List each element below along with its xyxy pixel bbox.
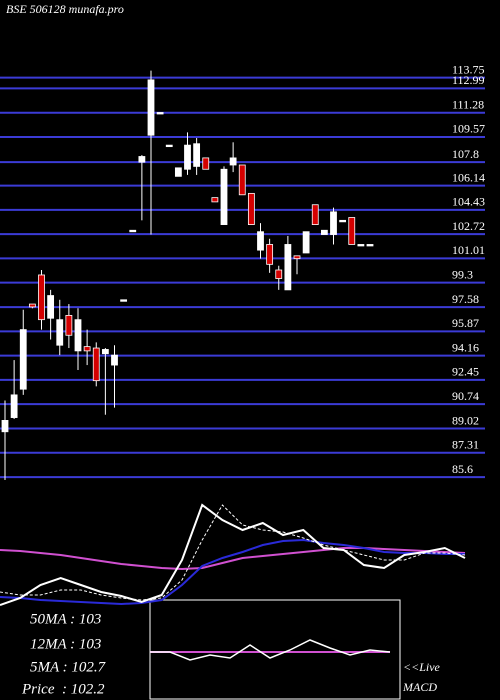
candle-body [311, 204, 319, 225]
candle-body [330, 211, 337, 235]
y-tick-label: 87.31 [452, 438, 479, 452]
candle-body [74, 319, 82, 352]
note: 12MA : 103 [30, 636, 101, 652]
indicator-line [0, 538, 465, 606]
y-tick-label: 107.8 [452, 147, 479, 161]
note: 50MA : 103 [30, 611, 101, 627]
candle-body [47, 295, 55, 319]
candle-body [220, 168, 228, 225]
candle-body [65, 315, 73, 336]
candle-body [101, 349, 109, 355]
candle-body [275, 269, 283, 279]
candle-body [238, 164, 246, 196]
candle-body [302, 231, 310, 254]
y-tick-label: 90.74 [452, 389, 479, 403]
candle-body [229, 157, 237, 166]
candle-body [366, 244, 374, 247]
candle-body [38, 274, 45, 321]
candle-body [357, 244, 365, 247]
y-tick-label: 113.75 [452, 62, 485, 76]
candle-body [320, 229, 328, 235]
indicator-line [0, 503, 466, 606]
candle-body [19, 329, 27, 390]
y-tick-label: 94.16 [452, 340, 479, 354]
note: Price : 102.2 [21, 681, 105, 697]
candle-body [120, 299, 128, 302]
candle-body [10, 394, 18, 418]
candle-body [1, 420, 9, 433]
candle-body [293, 255, 301, 260]
indicator-line [0, 547, 466, 571]
macd-label: MACD [402, 680, 437, 694]
y-tick-label: 106.14 [452, 170, 485, 184]
y-tick-label: 109.57 [452, 122, 485, 136]
chart-title: BSE 506128 munafa.pro [6, 2, 124, 16]
candle-body [56, 319, 64, 346]
y-tick-label: 95.87 [452, 316, 479, 330]
candle-body [348, 217, 356, 245]
candle-body [156, 112, 164, 115]
y-tick-label: 112.99 [452, 73, 485, 87]
macd-frame [149, 599, 401, 700]
y-tick-label: 101.01 [452, 243, 485, 257]
candle-body [129, 229, 137, 233]
candle-body [184, 144, 191, 170]
macd-line [150, 639, 391, 661]
y-tick-label: 92.45 [452, 365, 479, 379]
candle-body [138, 156, 146, 163]
y-tick-label: 89.02 [452, 413, 479, 427]
candle-body [266, 244, 274, 265]
indicator-line [0, 504, 466, 601]
candle-body [202, 157, 210, 170]
candle-body [339, 219, 347, 223]
candle-body [211, 197, 219, 203]
candle-body [247, 192, 255, 225]
candle-body [165, 144, 173, 148]
candle-body [257, 231, 264, 251]
candle-body [284, 244, 292, 291]
candle-body [193, 143, 201, 167]
note: 5MA : 102.7 [30, 659, 107, 675]
y-tick-label: 85.6 [452, 462, 473, 476]
y-tick-label: 102.72 [452, 219, 485, 233]
candle-body [174, 167, 182, 177]
candle-body [28, 303, 36, 308]
candle-body [147, 79, 155, 136]
live-label: <<Live [403, 660, 441, 674]
candle-body [92, 347, 100, 382]
y-tick-label: 97.58 [452, 292, 479, 306]
y-tick-label: 104.43 [452, 195, 485, 209]
candle-body [111, 354, 118, 366]
y-tick-label: 99.3 [452, 267, 473, 281]
candle-body [83, 346, 91, 352]
y-tick-label: 111.28 [452, 97, 484, 111]
